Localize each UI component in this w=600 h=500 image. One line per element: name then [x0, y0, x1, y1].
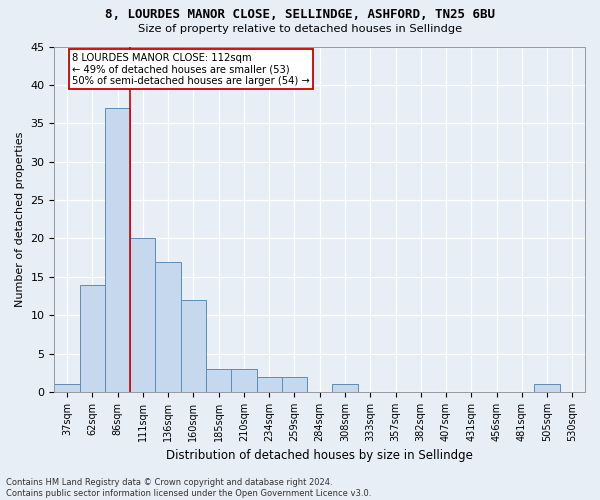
Text: Size of property relative to detached houses in Sellindge: Size of property relative to detached ho…: [138, 24, 462, 34]
Text: 8, LOURDES MANOR CLOSE, SELLINDGE, ASHFORD, TN25 6BU: 8, LOURDES MANOR CLOSE, SELLINDGE, ASHFO…: [105, 8, 495, 20]
Bar: [282, 376, 307, 392]
Bar: [206, 369, 231, 392]
Text: 8 LOURDES MANOR CLOSE: 112sqm
← 49% of detached houses are smaller (53)
50% of s: 8 LOURDES MANOR CLOSE: 112sqm ← 49% of d…: [72, 52, 310, 86]
Bar: [130, 238, 155, 392]
Bar: [535, 384, 560, 392]
Bar: [155, 262, 181, 392]
Bar: [105, 108, 130, 392]
Text: Contains HM Land Registry data © Crown copyright and database right 2024.
Contai: Contains HM Land Registry data © Crown c…: [6, 478, 371, 498]
Bar: [80, 284, 105, 392]
Bar: [257, 376, 282, 392]
Bar: [181, 300, 206, 392]
Bar: [332, 384, 358, 392]
Bar: [55, 384, 80, 392]
X-axis label: Distribution of detached houses by size in Sellindge: Distribution of detached houses by size …: [166, 450, 473, 462]
Bar: [231, 369, 257, 392]
Y-axis label: Number of detached properties: Number of detached properties: [15, 132, 25, 307]
